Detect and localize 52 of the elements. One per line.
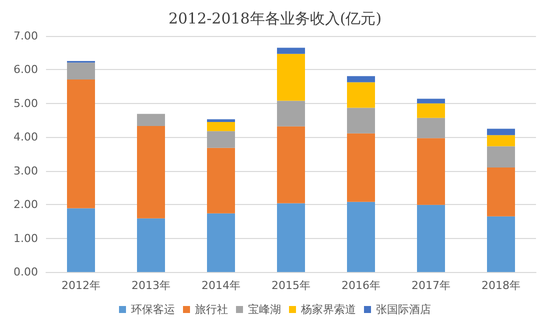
y-tick-label: 5.00 — [14, 96, 38, 110]
bar — [347, 76, 375, 82]
bar — [67, 79, 95, 208]
bar — [347, 202, 375, 272]
x-tick-label: 2017年 — [412, 279, 450, 292]
bar — [417, 98, 445, 104]
x-tick-label: 2012年 — [62, 279, 100, 292]
y-tick-label: 3.00 — [14, 164, 38, 178]
bar — [207, 119, 235, 122]
legend-label: 旅行社 — [195, 303, 228, 316]
bar — [137, 218, 165, 272]
chart-title: 2012-2018年各业务收入(亿元) — [168, 10, 382, 28]
x-tick-label: 2016年 — [342, 279, 380, 292]
bar — [137, 114, 165, 126]
bar — [277, 203, 305, 272]
y-tick-label: 1.00 — [14, 232, 38, 245]
bar — [487, 216, 515, 272]
x-tick-label: 2013年 — [132, 279, 170, 292]
bar — [487, 135, 515, 146]
y-tick-label: 0.00 — [14, 266, 38, 278]
bar — [417, 103, 445, 118]
bar — [487, 146, 515, 168]
bar — [347, 82, 375, 108]
y-tick-label: 7.00 — [14, 30, 38, 42]
bar — [277, 100, 305, 126]
bar — [137, 126, 165, 218]
x-tick-label: 2018年 — [482, 279, 520, 292]
x-tick-label: 2014年 — [202, 279, 240, 292]
bar — [207, 122, 235, 132]
legend-label: 宝峰湖 — [248, 303, 281, 316]
y-tick-label: 6.00 — [14, 63, 38, 76]
bar — [277, 54, 305, 101]
bar — [67, 208, 95, 272]
bar — [277, 126, 305, 204]
bar — [487, 128, 515, 136]
bar — [67, 62, 95, 80]
bar — [347, 133, 375, 202]
legend-label: 杨家界索道 — [300, 303, 356, 316]
bar — [347, 108, 375, 134]
y-tick-label: 2.00 — [14, 198, 38, 212]
bar — [417, 138, 445, 205]
legend-label: 环保客运 — [131, 303, 175, 316]
bar — [207, 213, 235, 272]
bar — [417, 204, 445, 272]
bar — [417, 118, 445, 138]
x-tick-label: 2015年 — [272, 279, 310, 292]
legend-label: 张国际酒店 — [376, 303, 431, 316]
bar — [207, 131, 235, 148]
bar — [277, 48, 305, 54]
bar — [207, 148, 235, 214]
y-tick-label: 4.00 — [14, 130, 38, 144]
bar — [487, 167, 515, 216]
